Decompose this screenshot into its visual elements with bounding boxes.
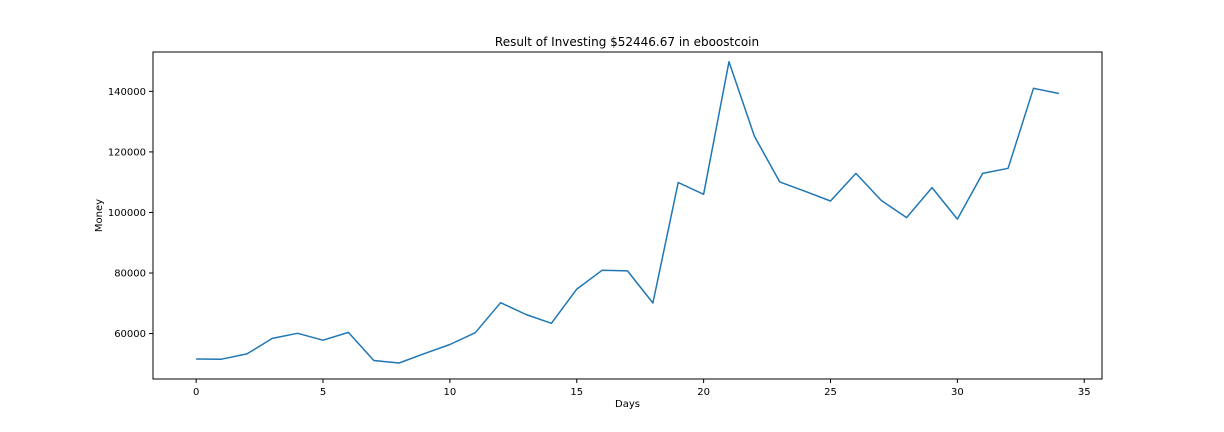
x-tick-label: 10	[444, 387, 457, 398]
y-tick-label: 140000	[108, 87, 146, 98]
x-axis-label: Days	[615, 399, 640, 410]
y-tick-label: 80000	[114, 269, 146, 280]
y-axis-label: Money	[94, 199, 105, 232]
x-tick-label: 30	[951, 387, 964, 398]
plot-area-frame	[152, 51, 1103, 380]
y-tick-label: 60000	[114, 329, 146, 340]
x-tick-label: 5	[320, 387, 326, 398]
chart-title: Result of Investing $52446.67 in eboostc…	[495, 35, 759, 49]
series-layer	[196, 60, 1060, 364]
x-tick-label: 35	[1078, 387, 1091, 398]
y-axis-ticks: 60000 80000 100000 120000 140000	[108, 87, 153, 340]
y-tick-label: 100000	[108, 208, 146, 219]
x-tick-label: 20	[697, 387, 710, 398]
series-line	[196, 60, 1060, 364]
x-tick-label: 0	[193, 387, 199, 398]
x-axis-ticks: 0 5 10 15 20 25 30 35	[193, 379, 1091, 398]
y-tick-label: 120000	[108, 147, 146, 158]
x-tick-label: 15	[570, 387, 583, 398]
x-tick-label: 25	[824, 387, 837, 398]
